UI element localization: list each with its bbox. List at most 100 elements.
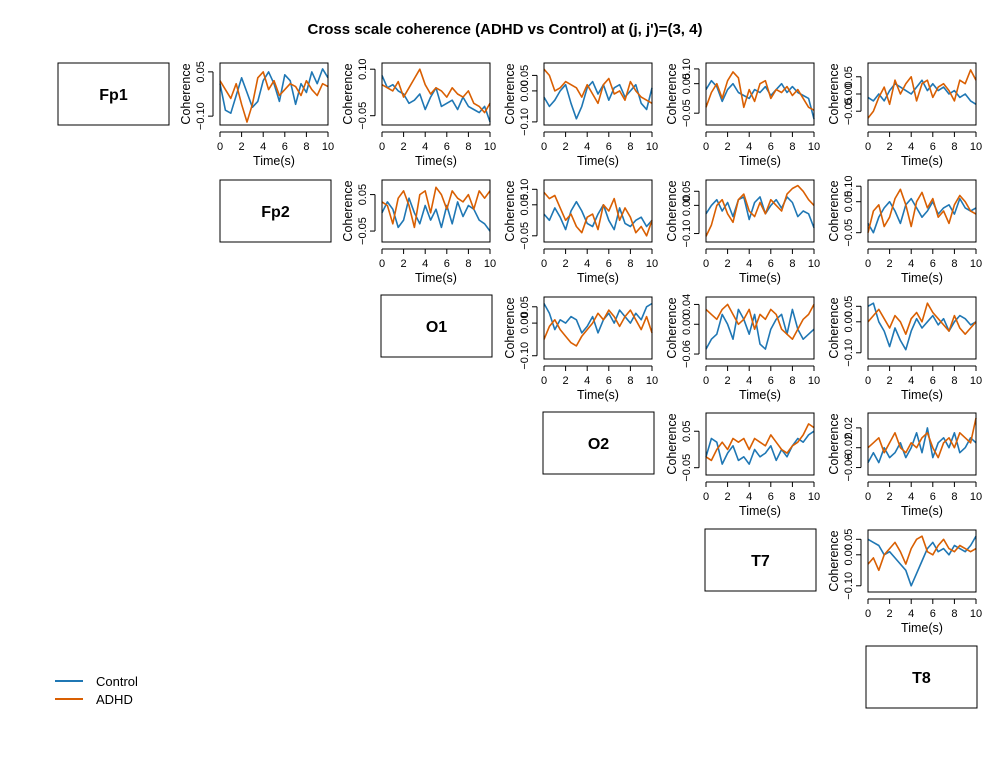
channel-box-t8: T8 [865, 645, 978, 709]
x-tick-label: 8 [627, 141, 633, 153]
y-tick-label: 0.05 [519, 194, 531, 215]
x-tick-label: 4 [908, 258, 914, 270]
channel-label: O1 [426, 319, 447, 336]
plot-frame [705, 296, 815, 360]
x-tick-label: 6 [930, 258, 936, 270]
series-line-control [381, 197, 491, 232]
x-tick-label: 10 [970, 141, 982, 153]
y-axis-label: Coherence [665, 63, 679, 124]
y-tick-label: 0.00 [681, 195, 693, 216]
legend: Control ADHD [55, 674, 138, 707]
x-tick-label: 4 [746, 141, 752, 153]
channel-boxes: Fp1 Fp2 O1 O2 T7 T8 [57, 62, 978, 709]
x-tick-label: 2 [887, 491, 893, 503]
x-tick-label: 10 [970, 258, 982, 270]
y-axis-label: Coherence [827, 180, 841, 241]
x-tick-label: 4 [746, 258, 752, 270]
x-tick-label: 10 [646, 375, 658, 387]
x-tick-label: 6 [444, 258, 450, 270]
plot-frame [543, 62, 653, 126]
legend-entry-adhd: ADHD [55, 692, 133, 707]
y-axis-label: Coherence [827, 63, 841, 124]
y-tick-label: 0.05 [195, 61, 207, 82]
x-tick-label: 8 [951, 258, 957, 270]
y-axis-label: Coherence [341, 63, 355, 124]
x-tick-label: 2 [401, 141, 407, 153]
channel-box-frame [219, 179, 332, 243]
plot-frame [219, 62, 329, 126]
y-tick-label: −0.05 [357, 102, 369, 130]
x-axis: 0 2 4 6 8 10 Time(s) [865, 131, 982, 168]
x-tick-label: 8 [627, 258, 633, 270]
x-axis-label: Time(s) [577, 271, 619, 285]
x-tick-label: 0 [379, 258, 385, 270]
x-tick-label: 2 [563, 141, 569, 153]
x-tick-label: 2 [725, 141, 731, 153]
x-tick-label: 0 [379, 141, 385, 153]
y-tick-label: −0.05 [519, 222, 531, 250]
plot-frame [543, 296, 653, 360]
x-axis-label: Time(s) [901, 271, 943, 285]
series-line-control [543, 200, 653, 231]
x-tick-label: 8 [951, 608, 957, 620]
x-axis-label: Time(s) [739, 504, 781, 518]
y-tick-label: 0.10 [681, 58, 693, 79]
y-tick-label: 0.05 [357, 184, 369, 205]
x-tick-label: 0 [703, 141, 709, 153]
x-tick-label: 2 [239, 141, 245, 153]
channel-label: Fp1 [99, 87, 128, 104]
x-tick-label: 10 [646, 258, 658, 270]
y-tick-label: −0.10 [519, 108, 531, 136]
x-tick-label: 2 [887, 258, 893, 270]
x-tick-label: 4 [908, 375, 914, 387]
x-axis-label: Time(s) [415, 271, 457, 285]
x-axis-label: Time(s) [253, 154, 295, 168]
y-axis-label: Coherence [179, 63, 193, 124]
channel-box-frame [542, 411, 655, 475]
y-tick-label: 0.05 [843, 296, 855, 317]
series-line-adhd [705, 71, 815, 111]
x-axis: 0 2 4 6 8 10 Time(s) [865, 248, 982, 285]
figure-title: Cross scale coherence (ADHD vs Control) … [308, 21, 703, 38]
x-tick-label: 8 [303, 141, 309, 153]
x-tick-label: 4 [260, 141, 266, 153]
x-tick-label: 6 [606, 258, 612, 270]
legend-entry-control: Control [55, 674, 138, 689]
x-tick-label: 6 [930, 141, 936, 153]
series-line-adhd [543, 309, 653, 347]
y-tick-label: −0.06 [843, 454, 855, 482]
series-line-adhd [867, 302, 977, 336]
y-tick-label: 0.05 [519, 296, 531, 317]
series-line-adhd [867, 417, 977, 459]
x-tick-label: 4 [746, 375, 752, 387]
x-tick-label: 8 [789, 141, 795, 153]
x-axis: 0 2 4 6 8 10 Time(s) [541, 131, 658, 168]
x-tick-label: 8 [789, 375, 795, 387]
x-axis-label: Time(s) [901, 154, 943, 168]
y-tick-label: 0.05 [843, 66, 855, 87]
x-axis: 0 2 4 6 8 10 Time(s) [703, 481, 820, 518]
channel-label: Fp2 [261, 204, 290, 221]
channel-box-fp1: Fp1 [57, 62, 170, 126]
y-tick-label: −0.05 [681, 454, 693, 482]
x-axis-label: Time(s) [739, 271, 781, 285]
x-tick-label: 8 [789, 491, 795, 503]
x-tick-label: 4 [908, 608, 914, 620]
y-tick-label: −0.05 [843, 97, 855, 125]
plot-frame [543, 179, 653, 243]
